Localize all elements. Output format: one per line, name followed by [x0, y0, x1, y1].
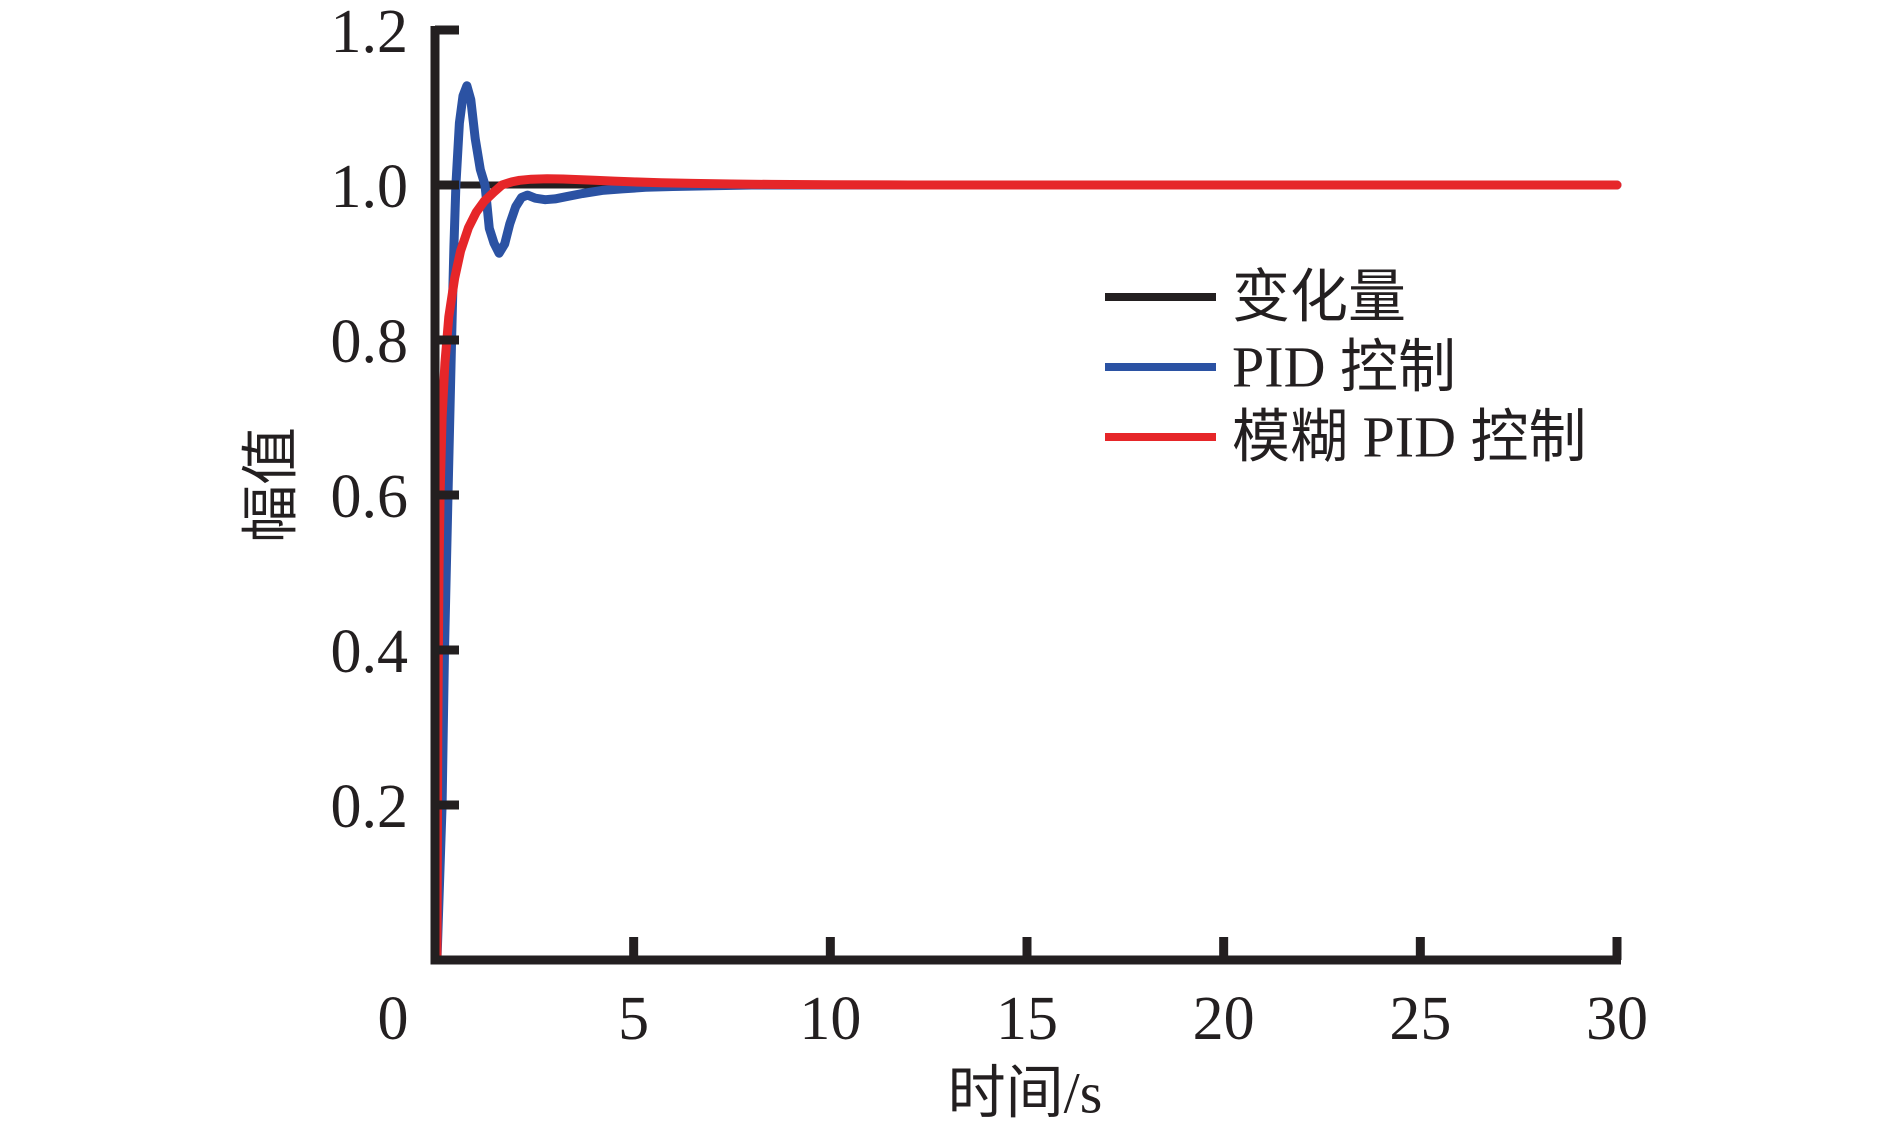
y-tick-label: 0.2 [331, 773, 409, 841]
y-tick-label: 1.0 [331, 153, 409, 221]
x-axis-tick-labels: 0 5 10 15 20 25 30 [378, 985, 1649, 1053]
x-tick-label: 10 [799, 985, 861, 1053]
series-lines [432, 81, 1622, 965]
y-tick-label: 0.4 [331, 618, 409, 686]
y-tick-label: 0.8 [331, 308, 409, 376]
x-tick-label: 25 [1389, 985, 1451, 1053]
y-tick-label: 1.2 [331, 0, 409, 66]
x-axis-ticks [629, 937, 1622, 960]
series-line-pid [432, 81, 1622, 965]
x-tick-label: 20 [1193, 985, 1255, 1053]
series-line-fuzzy-pid [432, 174, 1622, 965]
x-tick-label: 30 [1586, 985, 1648, 1053]
axes [430, 26, 1621, 965]
y-axis-title: 幅值 [239, 427, 304, 543]
x-axis-title: 时间/s [948, 1061, 1103, 1126]
y-axis-tick-labels: 0.2 0.4 0.6 0.8 1.0 1.2 [331, 0, 409, 841]
legend-label-pid: PID 控制 [1232, 335, 1456, 400]
legend-label-reference: 变化量 [1232, 265, 1406, 330]
x-tick-label: 5 [618, 985, 649, 1053]
legend-item-fuzzy-pid: 模糊 PID 控制 [1105, 405, 1586, 470]
y-tick-label: 0.6 [331, 463, 409, 531]
legend-item-reference: 变化量 [1105, 265, 1406, 330]
legend-item-pid: PID 控制 [1105, 335, 1456, 400]
x-tick-label: 0 [378, 985, 409, 1053]
y-axis-ticks [435, 25, 459, 810]
legend-label-fuzzy-pid: 模糊 PID 控制 [1232, 405, 1586, 470]
x-tick-label: 15 [996, 985, 1058, 1053]
